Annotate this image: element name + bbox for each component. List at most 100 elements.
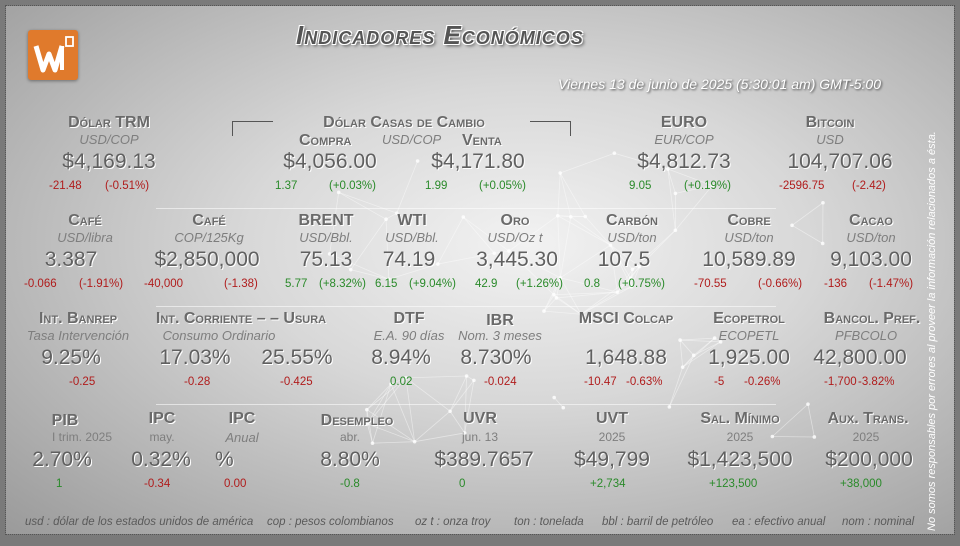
network-node: [465, 374, 469, 378]
network-node: [806, 402, 810, 406]
venta-change-pct: (+0.05%): [479, 180, 526, 192]
venta-change: 1.99: [425, 180, 447, 192]
row-divider: [156, 404, 776, 405]
cacao-change-pct: (-1.47%): [869, 278, 913, 290]
desempleo-value: 8.80%: [320, 448, 380, 472]
brent-value: 75.13: [300, 248, 353, 272]
cobre-value: 10,589.89: [702, 248, 795, 272]
wti-change: 6.15: [375, 278, 397, 290]
wti-heading: WTI: [397, 212, 426, 230]
network-line: [544, 295, 554, 311]
euro-value: $4,812.73: [637, 150, 730, 174]
network-line: [680, 340, 694, 355]
casas-bracket-right: [530, 121, 571, 136]
legend-usd: usd : dólar de los estados unidos de amé…: [25, 516, 253, 528]
venta-label: Venta: [462, 132, 502, 150]
casas-unit: USD/COP: [382, 132, 441, 147]
carbon-value: 107.5: [598, 248, 651, 272]
brent-change-pct: (+8.32%): [319, 278, 366, 290]
network-node: [558, 171, 562, 175]
network-node: [813, 435, 817, 439]
uvt-value: $49,799: [574, 448, 650, 472]
salario-minimo-value: $1,423,500: [687, 448, 792, 472]
bitcoin-change: -2596.75: [779, 180, 824, 192]
network-node: [569, 215, 573, 219]
network-line: [406, 376, 467, 378]
cafe-usd-value: 3.387: [45, 248, 98, 272]
carbon-unit: USD/ton: [607, 230, 656, 245]
network-line: [467, 376, 474, 380]
cacao-heading: Cacao: [849, 212, 893, 230]
aux-trans-change: +38,000: [840, 478, 882, 490]
brent-heading: BRENT: [298, 212, 353, 230]
network-line: [558, 216, 571, 217]
cacao-unit: USD/ton: [846, 230, 895, 245]
dtf-value: 8.94%: [371, 346, 431, 370]
euro-change: 9.05: [629, 180, 651, 192]
network-line: [554, 295, 557, 298]
network-node: [436, 262, 440, 266]
cafe-cop-change-pct: (-1.38): [224, 278, 258, 290]
trm-unit: USD/COP: [79, 132, 138, 147]
date-time: Viernes 13 de junio de 2025 (5:30:01 am)…: [558, 76, 881, 92]
network-line: [560, 173, 571, 217]
compra-value: $4,056.00: [283, 150, 376, 174]
cafe-cop-unit: COP/125Kg: [174, 230, 243, 245]
uvt-change: +2,734: [590, 478, 626, 490]
network-node: [771, 435, 775, 439]
network-node: [371, 441, 375, 445]
indicators-board: Indicadores Económicos Viernes 13 de jun…: [6, 6, 954, 534]
cafe-usd-heading: Café: [68, 212, 102, 230]
network-line: [554, 398, 563, 408]
network-line: [558, 216, 561, 278]
cacao-value: 9,103.00: [830, 248, 912, 272]
ecopetrol-heading: Ecopetrol: [713, 310, 785, 328]
uvr-change: 0: [459, 478, 465, 490]
network-line: [560, 278, 581, 314]
network-node: [542, 309, 546, 313]
network-line: [680, 340, 683, 367]
corriente-usura-heading: Int. Corriente – – Usura: [156, 310, 326, 328]
trm-change-pct: (-0.51%): [105, 180, 149, 192]
wti-change-pct: (+9.04%): [409, 278, 456, 290]
network-line: [415, 411, 450, 441]
network-line: [680, 340, 721, 342]
network-line: [683, 355, 694, 367]
network-node: [583, 215, 587, 219]
bancol-change-pct: -3.82%: [858, 376, 894, 388]
oro-heading: Oro: [501, 212, 530, 230]
network-node: [821, 242, 825, 246]
cafe-cop-change: -40,000: [144, 278, 183, 290]
network-line: [438, 217, 463, 264]
casas-heading: Dólar Casas de Cambio: [323, 114, 485, 132]
pib-change: 1: [56, 478, 62, 490]
euro-unit: EUR/COP: [654, 132, 713, 147]
network-line: [560, 217, 570, 278]
cobre-heading: Cobre: [727, 212, 770, 230]
network-line: [351, 219, 386, 269]
legend-ton: ton : tonelada: [514, 516, 584, 528]
pib-heading: PIB: [52, 412, 79, 430]
network-line: [556, 292, 617, 298]
casas-bracket-left: [232, 121, 273, 136]
ipc-month-period: may.: [149, 430, 174, 444]
carbon-change-pct: (+0.75%): [618, 278, 665, 290]
oro-value: 3,445.30: [476, 248, 558, 272]
aux-trans-heading: Aux. Trans.: [827, 410, 908, 428]
banrep-value: 9.25%: [41, 346, 101, 370]
trm-heading: Dólar TRM: [68, 114, 150, 132]
bancol-heading: Bancol. Pref.: [824, 310, 921, 328]
network-node: [668, 405, 672, 409]
network-line: [669, 355, 693, 407]
network-node: [561, 406, 565, 410]
ibr-change: -0.024: [484, 376, 517, 388]
logo-icon: [28, 30, 78, 80]
compra-change: 1.37: [275, 180, 297, 192]
bitcoin-value: 104,707.06: [787, 150, 892, 174]
network-line: [558, 216, 611, 245]
venta-value: $4,171.80: [431, 150, 524, 174]
network-line: [397, 161, 418, 213]
row-divider: [156, 208, 776, 209]
aux-trans-year: 2025: [853, 430, 880, 444]
disclaimer-text: No somos responsables por errores al pro…: [926, 131, 938, 531]
